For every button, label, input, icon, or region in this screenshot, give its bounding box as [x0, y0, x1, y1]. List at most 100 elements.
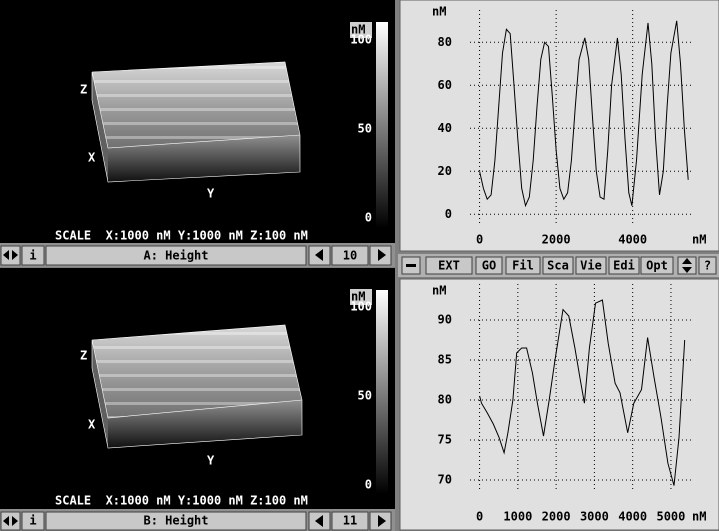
toolbar-button[interactable] [475, 256, 503, 275]
icon-right [378, 249, 386, 261]
toolbar-button[interactable] [505, 256, 541, 275]
surface-front [108, 400, 302, 448]
icon-up [682, 258, 692, 264]
x-tick-label: 4000 [618, 233, 647, 247]
colorbar-ticks: 100 50 0 [350, 300, 372, 492]
y-tick-label: 60 [438, 78, 452, 92]
x-axis-label: nM [692, 233, 706, 247]
surface-ridges [92, 325, 302, 418]
toolbar-label: Fil [512, 259, 534, 273]
colorbar-unit-box [350, 22, 372, 38]
panel-b: Z X Y SCALE X:1000 nM Y:1000 nM Z:100 nM… [0, 268, 395, 509]
axis-x: X [88, 418, 96, 432]
x-tick-label: 0 [476, 510, 483, 524]
axis-y: Y [207, 187, 215, 201]
scale-text: SCALE X:1000 nM Y:1000 nM Z:100 nM [55, 229, 308, 243]
colorbar-tick-label: 50 [358, 122, 372, 136]
channel-field[interactable] [45, 245, 307, 266]
colorbar-ticks: 100 50 0 [350, 33, 372, 225]
x-tick-label: 2000 [542, 233, 571, 247]
y-tick-label: 0 [445, 207, 452, 221]
wireframe [91, 61, 301, 183]
y-tick-label: 20 [438, 164, 452, 178]
surface-side [92, 72, 108, 182]
surface-ridges [92, 62, 300, 148]
icon-right [12, 516, 18, 526]
colorbar-tick-label: 100 [350, 300, 372, 314]
x-tick-label: 4000 [618, 510, 647, 524]
icon-left [3, 516, 9, 526]
chart-panel [399, 278, 719, 531]
axis-z: Z [80, 349, 87, 363]
y-axis-label: nM [432, 284, 446, 298]
channel-label: B: Height [143, 514, 208, 528]
toolbar-label: Vie [580, 259, 602, 273]
info-label: i [29, 514, 36, 528]
toolbar-label: ? [704, 259, 711, 273]
y-axis-label: nM [432, 5, 446, 19]
toolbar-button[interactable] [575, 256, 607, 275]
wireframe [91, 324, 303, 449]
y-tick-label: 40 [438, 121, 452, 135]
colorbar-unit: nM [351, 23, 365, 37]
channel-label: A: Height [143, 249, 208, 263]
icon-left [315, 249, 323, 261]
icon-left [3, 250, 9, 260]
colorbar-unit: nM [351, 290, 365, 304]
y-tick-label: 75 [438, 433, 452, 447]
toolbar-button[interactable] [640, 256, 674, 275]
info-button[interactable] [21, 511, 45, 531]
axis-x: X [88, 151, 96, 165]
colorbar [376, 290, 388, 494]
surface-side [92, 340, 108, 448]
x-tick-label: 3000 [580, 510, 609, 524]
x-tick-label: 1000 [503, 510, 532, 524]
scale-text: SCALE X:1000 nM Y:1000 nM Z:100 nM [55, 494, 308, 508]
colorbar-unit-box [350, 289, 372, 305]
profile-chart-top: 0 20 40 60 80 0 2000 4000 nM nM [432, 5, 706, 247]
info-label: i [29, 249, 36, 263]
y-tick-label: 90 [438, 313, 452, 327]
toolbar-button[interactable] [542, 256, 574, 275]
y-tick-label: 80 [438, 393, 452, 407]
profile-line [479, 299, 686, 486]
toolbar-label: Edi [613, 259, 635, 273]
x-tick-label: 5000 [656, 510, 685, 524]
y-tick-label: 85 [438, 353, 452, 367]
number-field[interactable] [331, 511, 369, 531]
profile-chart-bottom: 70 75 80 85 90 0 1000 2000 3000 4000 5000 nM nM [432, 284, 706, 524]
x-tick-label: 0 [476, 233, 483, 247]
toolbar-label: GO [482, 259, 496, 273]
y-tick-label: 80 [438, 35, 452, 49]
colorbar-tick-label: 0 [365, 478, 372, 492]
toolbar-button[interactable] [608, 256, 640, 275]
colorbar-tick-label: 0 [365, 211, 372, 225]
toolbar-label: EXT [438, 259, 460, 273]
number-field[interactable] [331, 245, 369, 266]
surface-front [108, 135, 300, 182]
colorbar-tick-label: 100 [350, 33, 372, 47]
panel-a: Z X Y SCALE X:1000 nM Y:1000 nM Z:100 nM… [0, 0, 395, 243]
updown-button[interactable] [677, 256, 697, 275]
channel-field[interactable] [45, 511, 307, 531]
info-button[interactable] [21, 245, 45, 266]
toolbar: EXT GO Fil Sca Vie Edi Opt? [398, 254, 719, 277]
controls-a: i A: Height 10 [0, 243, 395, 267]
icon-down [682, 267, 692, 273]
toolbar-label: Opt [646, 259, 668, 273]
profile-line [479, 20, 689, 208]
toolbar-button[interactable] [698, 256, 717, 275]
axis-y: Y [207, 454, 215, 468]
toolbar-label: Sca [547, 259, 569, 273]
nav-button[interactable] [0, 245, 21, 266]
channel-number: 11 [343, 514, 357, 528]
nav-button[interactable] [0, 511, 21, 531]
colorbar-tick-label: 50 [358, 389, 372, 403]
colorbar [376, 22, 388, 228]
axis-z: Z [80, 83, 87, 97]
toolbar-button[interactable] [425, 256, 473, 275]
controls-b: i B: Height 11 [0, 509, 395, 531]
icon-right [12, 250, 18, 260]
channel-number: 10 [343, 249, 357, 263]
